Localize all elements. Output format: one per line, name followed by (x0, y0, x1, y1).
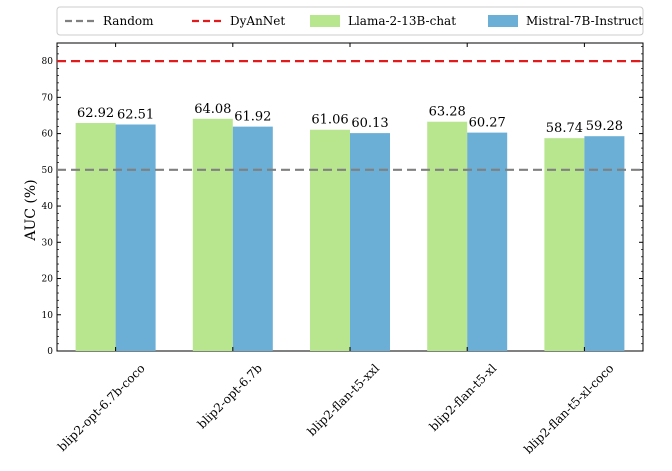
legend-swatch (488, 15, 518, 27)
bar-value-label: 58.74 (546, 121, 583, 136)
bar-mistral-3 (467, 132, 508, 351)
plot-area: 0 10 20 30 40 50 60 70 80 62.92 62.51 blip2-opt-6.7… (42, 42, 644, 456)
bar-mistral-1 (232, 126, 273, 351)
bar-llama-4 (544, 138, 585, 351)
legend-label: Llama-2-13B-chat (348, 14, 456, 28)
legend: Random DyAnNet Llama-2-13B-chat Mistral-7B-… (56, 6, 644, 36)
x-category-label: blip2-opt-6.7b (195, 361, 265, 431)
bar-llama-3 (427, 121, 468, 351)
y-tick-label: 10 (42, 311, 54, 321)
bar-value-label: 59.28 (586, 119, 623, 134)
bar-llama-1 (192, 118, 233, 352)
legend-label: Mistral-7B-Instruct (526, 14, 643, 28)
bar-value-label: 61.92 (234, 110, 271, 125)
y-tick-label: 70 (42, 93, 54, 103)
bar-llama-0 (75, 123, 116, 351)
bar-value-label: 64.08 (194, 102, 231, 117)
x-category-label: blip2-flan-t5-xxl (305, 361, 383, 439)
bar-mistral-4 (584, 136, 625, 351)
bar-value-label: 60.13 (351, 116, 388, 131)
y-tick-label: 50 (42, 166, 54, 176)
bar-value-label: 61.06 (311, 113, 348, 128)
bar-llama-2 (310, 129, 350, 351)
y-tick-label: 20 (42, 275, 54, 285)
y-tick-label: 30 (42, 238, 54, 248)
y-tick-label: 40 (42, 202, 54, 212)
bar-value-label: 62.51 (117, 107, 154, 122)
x-category-label: blip2-flan-t5-xl (427, 361, 500, 434)
bar-value-label: 62.92 (77, 106, 114, 121)
x-category-label: blip2-flan-t5-xl-coco (521, 361, 616, 456)
legend-label: Random (103, 14, 154, 28)
bar-value-label: 60.27 (469, 116, 506, 131)
y-tick-label: 60 (42, 130, 54, 140)
bar-mistral-0 (115, 124, 156, 351)
y-axis-label: AUC (%) (23, 179, 39, 241)
y-tick-label: 0 (47, 347, 53, 357)
x-category-label: blip2-opt-6.7b-coco (55, 361, 148, 454)
bar-mistral-2 (350, 133, 390, 351)
legend-box (56, 6, 644, 36)
legend-swatch (310, 15, 340, 27)
y-tick-label: 80 (42, 57, 54, 67)
legend-label: DyAnNet (230, 14, 285, 28)
bar-value-label: 63.28 (429, 105, 466, 120)
